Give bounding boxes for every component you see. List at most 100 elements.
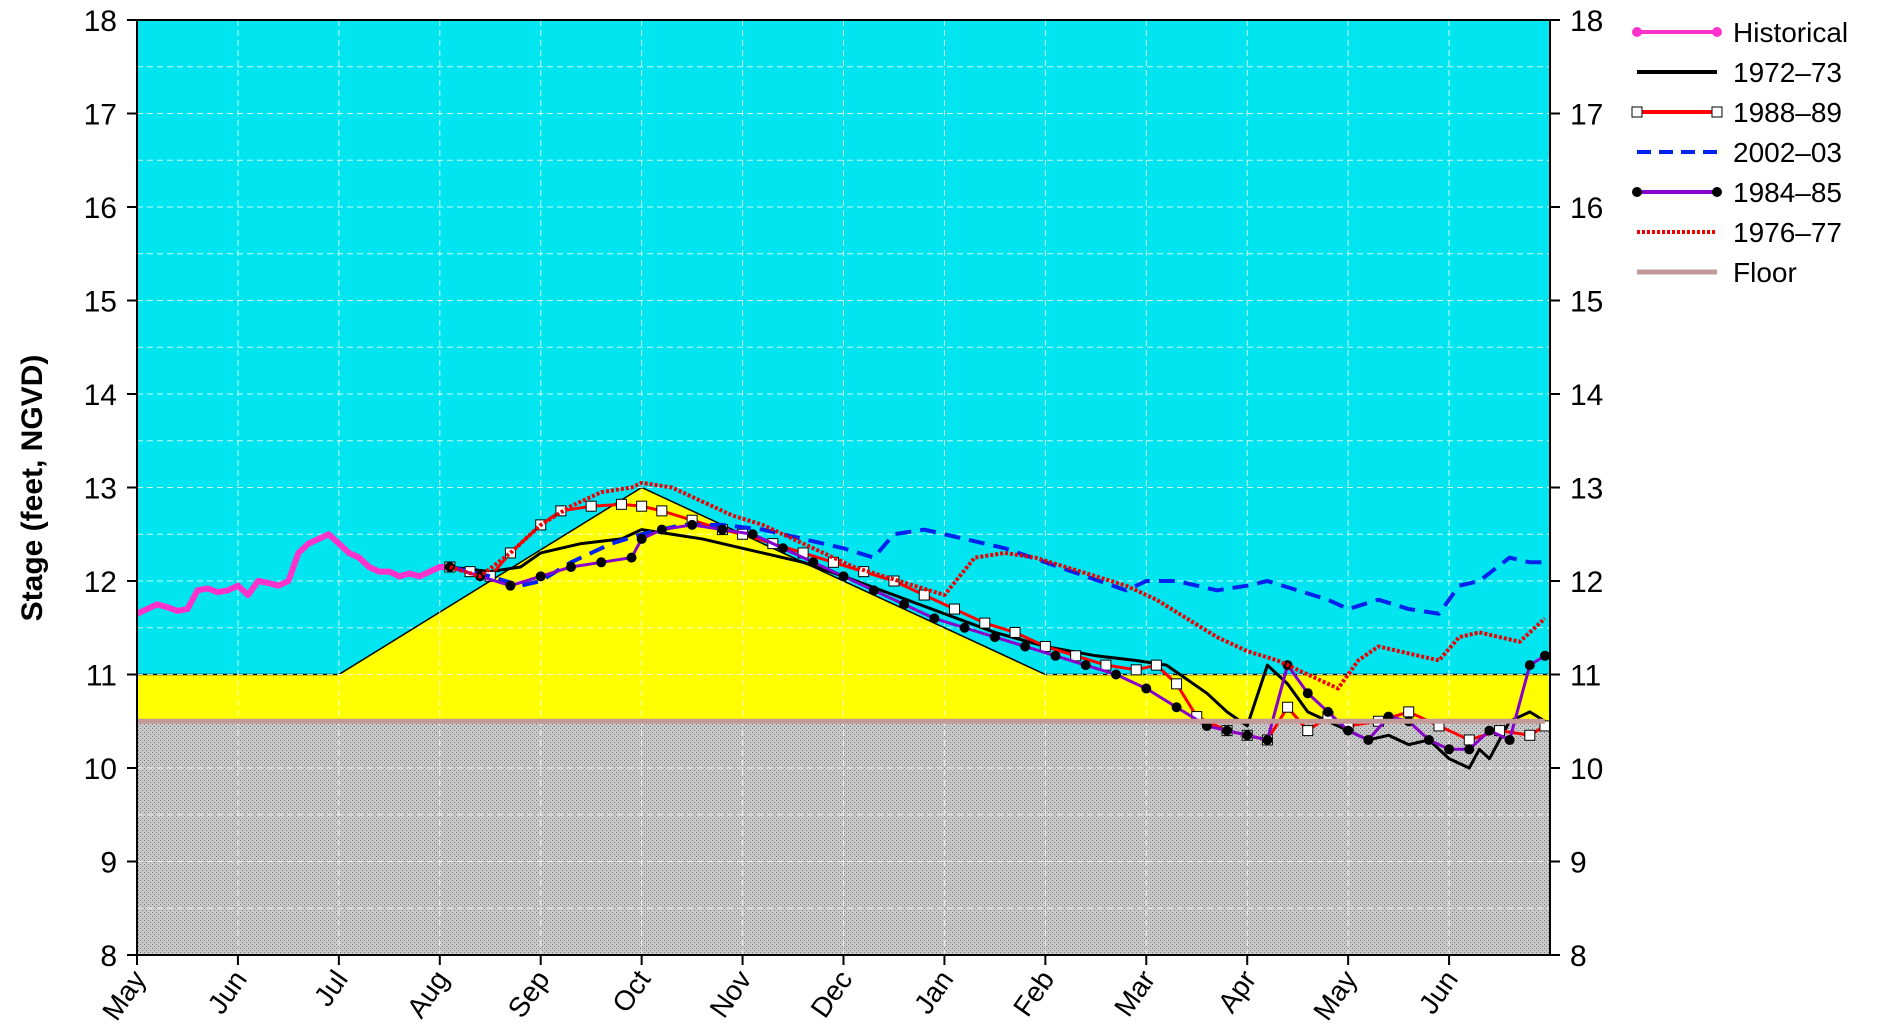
- data-point: [1464, 744, 1475, 755]
- data-point: [1463, 734, 1475, 746]
- series-0: [137, 531, 453, 617]
- data-point: [164, 604, 171, 611]
- data-point: [1009, 626, 1021, 638]
- y2-tick-label: 10: [1570, 753, 1603, 786]
- legend-marker: [1632, 27, 1642, 37]
- x-tick-label: Feb: [1007, 965, 1060, 1022]
- data-point: [1262, 734, 1273, 745]
- legend-marker: [1632, 187, 1642, 197]
- x-tick-label: May: [1307, 965, 1363, 1026]
- data-point: [838, 571, 849, 582]
- x-tick-label: Mar: [1108, 965, 1161, 1022]
- y2-tick-label: 15: [1570, 286, 1603, 319]
- y-tick-label: 14: [84, 379, 117, 412]
- legend-marker: [1712, 187, 1722, 197]
- data-point: [416, 573, 423, 580]
- data-point: [504, 547, 516, 559]
- data-point: [174, 607, 181, 614]
- series-1: [449, 528, 1546, 770]
- data-point: [194, 587, 201, 594]
- y-tick-label: 10: [84, 753, 117, 786]
- data-point: [1111, 669, 1122, 680]
- data-point: [1150, 659, 1162, 671]
- data-point: [656, 505, 668, 517]
- y-tick-label: 17: [84, 99, 117, 132]
- data-point: [1100, 659, 1112, 671]
- x-tick-label: Oct: [606, 964, 657, 1018]
- x-tick-label: Aug: [401, 965, 455, 1024]
- data-point: [989, 632, 1000, 643]
- legend-item: 1984–85: [1632, 177, 1842, 208]
- y-tick-label: 9: [100, 847, 117, 880]
- data-point: [656, 524, 667, 535]
- data-point: [1504, 734, 1515, 745]
- legend-item: 2002–03: [1637, 137, 1842, 168]
- legend-label: Historical: [1733, 17, 1848, 48]
- data-point: [1444, 744, 1455, 755]
- series-layer: [137, 480, 1550, 770]
- series-line: [449, 480, 1547, 691]
- data-point: [1302, 688, 1313, 699]
- data-point: [285, 578, 292, 584]
- x-tick-label: Jun: [1413, 965, 1464, 1020]
- legend-item: 1972–73: [1637, 57, 1842, 88]
- y-axis-title: Stage (feet, NGVD): [16, 355, 49, 622]
- data-point: [265, 579, 272, 586]
- legend: Historical 1972–73 1988–89 2002–03 1984–85 19…: [1631, 17, 1848, 288]
- data-point: [1171, 678, 1183, 690]
- data-point: [1524, 660, 1535, 671]
- data-point: [636, 533, 647, 544]
- legend-item: 1988–89: [1631, 97, 1842, 128]
- data-point: [255, 578, 262, 584]
- legend-label: 1972–73: [1733, 57, 1842, 88]
- data-point: [1020, 641, 1031, 652]
- data-point: [335, 540, 342, 547]
- y2-tick-label: 17: [1570, 99, 1603, 132]
- legend-label: Floor: [1733, 257, 1797, 288]
- data-point: [959, 622, 970, 633]
- series-5: [449, 480, 1547, 691]
- y-tick-label: 18: [84, 5, 117, 38]
- legend-marker: [1711, 106, 1723, 118]
- data-point: [899, 599, 910, 610]
- data-point: [295, 549, 302, 556]
- y2-tick-label: 11: [1570, 660, 1601, 693]
- data-point: [1050, 650, 1061, 661]
- data-point: [868, 585, 879, 596]
- y-tick-label: 15: [84, 286, 117, 319]
- data-point: [808, 557, 819, 568]
- data-point: [1039, 640, 1051, 652]
- legend-label: 1984–85: [1733, 177, 1842, 208]
- y2-tick-label: 14: [1570, 379, 1603, 412]
- data-point: [406, 570, 413, 577]
- legend-label: 2002–03: [1733, 137, 1842, 168]
- data-point: [888, 575, 900, 587]
- series-line: [449, 528, 1546, 770]
- data-point: [154, 601, 161, 608]
- y2-tick-label: 16: [1570, 192, 1603, 225]
- data-point: [626, 552, 637, 563]
- data-point: [245, 592, 252, 599]
- data-point: [396, 573, 403, 580]
- data-point: [1302, 725, 1314, 737]
- data-point: [1080, 660, 1091, 671]
- data-point: [505, 580, 516, 591]
- legend-marker: [1712, 27, 1722, 37]
- data-point: [144, 606, 151, 613]
- data-point: [1242, 730, 1253, 741]
- data-point: [184, 606, 191, 613]
- x-tick-label: Apr: [1212, 965, 1262, 1018]
- data-point: [1524, 729, 1536, 741]
- y2-tick-label: 18: [1570, 5, 1603, 38]
- y-tick-label: 8: [100, 940, 117, 973]
- data-point: [585, 500, 597, 512]
- data-point: [204, 585, 211, 592]
- data-point: [1282, 701, 1294, 713]
- y-tick-label: 11: [86, 660, 117, 693]
- data-point: [426, 568, 433, 575]
- data-point: [596, 557, 607, 568]
- data-point: [979, 617, 991, 629]
- x-tick-label: Jul: [308, 965, 354, 1012]
- data-point: [777, 543, 788, 554]
